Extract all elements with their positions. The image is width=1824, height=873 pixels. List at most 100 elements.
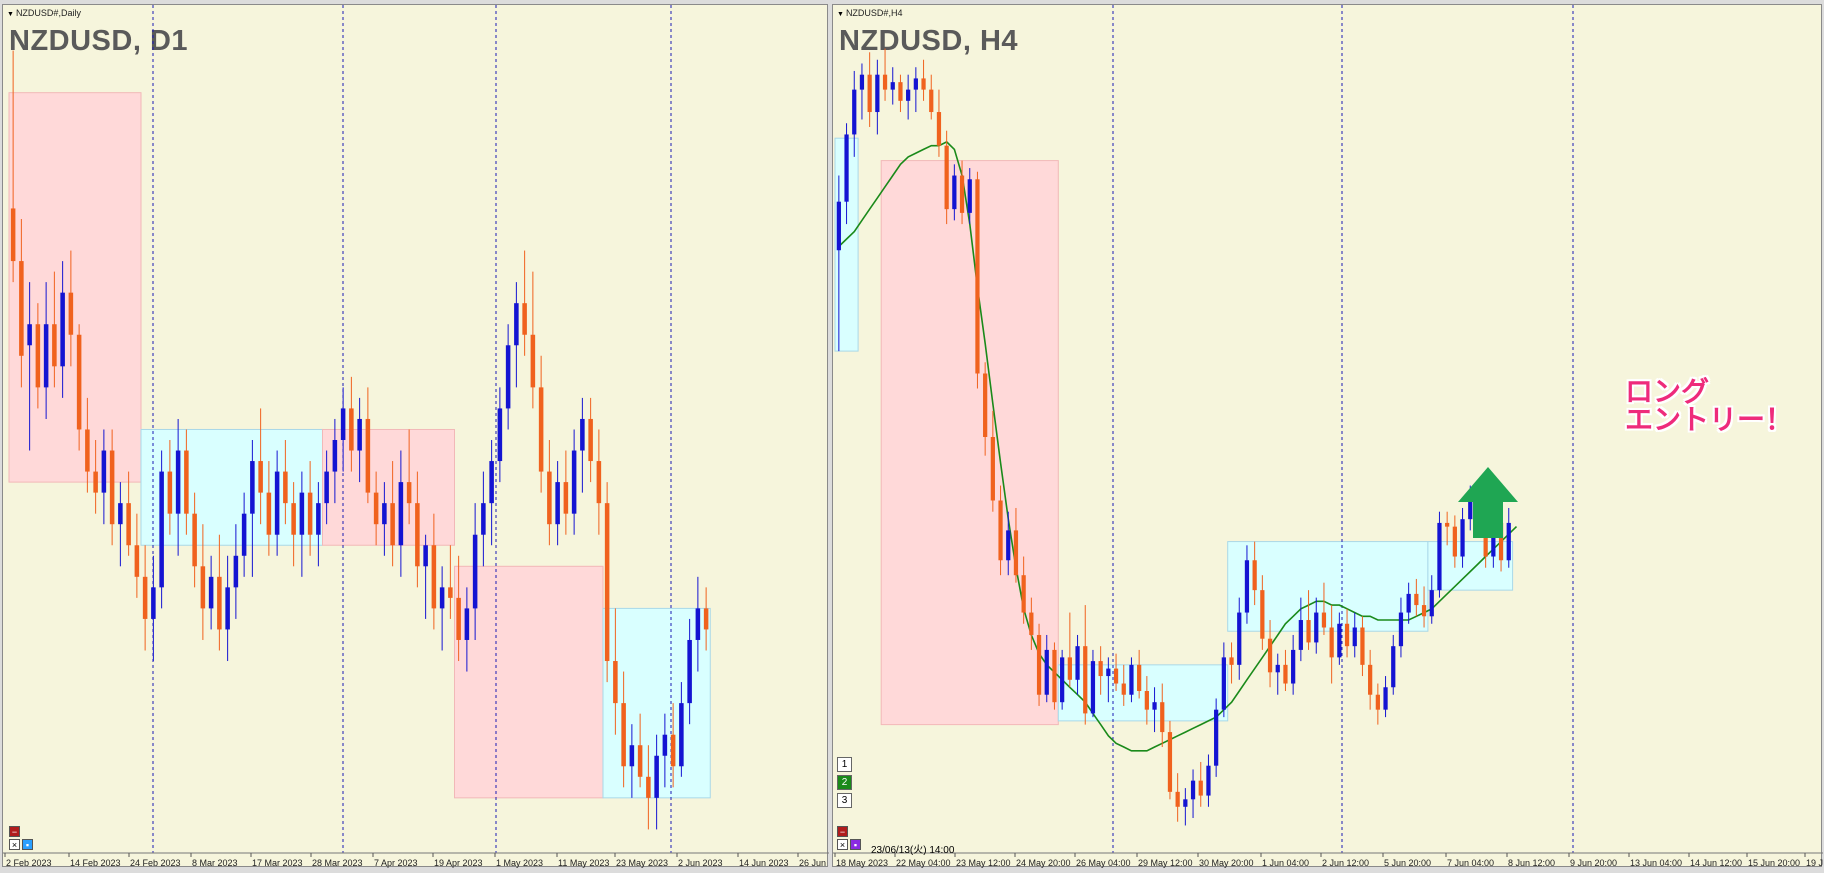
bull-candle (1437, 522, 1442, 591)
bull-candle (1291, 649, 1296, 684)
bull-candle (1491, 522, 1496, 557)
x-tick-label: 2 Jun 2023 (678, 858, 723, 868)
daily-chart-window[interactable]: ▼ NZDUSD#,Daily NZDUSD, D1 2 Feb 2023 14 F… (2, 4, 829, 868)
x-tick-label: 5 Jun 20:00 (1384, 858, 1431, 868)
daily-price-chart[interactable]: 2 Feb 2023 14 Feb 2023 24 Feb 2023 8 Mar 20… (3, 5, 829, 868)
bear-candle (1368, 664, 1373, 695)
bull-candle (481, 503, 486, 535)
bear-candle (349, 408, 354, 451)
bear-candle (35, 324, 41, 388)
bear-candle (93, 471, 98, 493)
timeframe-button-2[interactable]: 2 (837, 775, 852, 790)
minimize-icon[interactable]: − (837, 826, 848, 837)
bull-candle (27, 324, 32, 346)
minimize-icon[interactable]: − (9, 826, 20, 837)
x-tick-label: 9 Jun 20:00 (1570, 858, 1617, 868)
bull-candle (1090, 661, 1096, 714)
chart-header-text: NZDUSD#,Daily (15, 8, 81, 18)
bull-candle (1006, 530, 1011, 561)
bear-candle (1036, 634, 1042, 695)
close-icon[interactable]: × (9, 839, 20, 850)
h4-price-chart[interactable]: 18 May 2023 22 May 04:00 23 May 12:00 24 Ma… (833, 5, 1823, 868)
bull-candle (175, 450, 181, 514)
props-icon[interactable]: ▪ (22, 839, 33, 850)
x-tick-label: 18 May 2023 (836, 858, 888, 868)
bull-candle (316, 503, 321, 535)
bear-candle (76, 334, 82, 430)
x-tick-label: 2 Feb 2023 (6, 858, 52, 868)
x-tick-label: 14 Feb 2023 (70, 858, 121, 868)
bull-candle (514, 303, 519, 346)
bear-candle (1067, 657, 1072, 680)
bear-candle (547, 471, 552, 525)
bull-candle (852, 89, 857, 135)
h4-chart-window[interactable]: ▼ NZDUSD#,H4 NZDUSD, H4 18 May 2023 22 May… (832, 4, 1823, 868)
bear-candle (1306, 620, 1311, 643)
x-tick-label: 2 Jun 12:00 (1322, 858, 1369, 868)
bear-candle (621, 703, 626, 767)
bear-candle (975, 179, 980, 374)
bull-candle (1337, 623, 1342, 658)
bear-candle (1421, 605, 1427, 617)
bear-candle (944, 145, 949, 210)
bull-candle (225, 587, 230, 630)
bear-candle (1252, 560, 1257, 591)
bull-candle (1044, 649, 1049, 695)
supply-zone (880, 160, 1059, 726)
bear-candle (109, 450, 115, 525)
bear-candle (52, 324, 57, 367)
x-tick-label: 15 Jun 20:00 (1748, 858, 1800, 868)
bear-candle (448, 587, 453, 598)
bear-candle (882, 74, 888, 90)
props-icon[interactable]: ▪ (850, 839, 861, 850)
x-tick-label: 29 May 12:00 (1138, 858, 1193, 868)
bull-candle (1060, 657, 1065, 703)
bear-candle (1283, 664, 1288, 684)
bear-candle (646, 776, 651, 798)
dropdown-triangle-icon[interactable]: ▼ (837, 11, 844, 18)
bear-candle (85, 429, 90, 472)
bull-candle (43, 324, 49, 388)
x-tick-label: 26 May 04:00 (1076, 858, 1131, 868)
bear-candle (588, 418, 593, 462)
bull-candle (489, 461, 494, 504)
x-tick-label: 23 May 12:00 (956, 858, 1011, 868)
demand-zone (1227, 541, 1429, 632)
x-tick-label: 19 J (1806, 858, 1823, 868)
bear-candle (134, 545, 140, 577)
bear-candle (415, 503, 420, 567)
dropdown-triangle-icon[interactable]: ▼ (7, 11, 14, 18)
bull-candle (1398, 612, 1404, 647)
bull-candle (208, 576, 214, 609)
close-icon[interactable]: × (837, 839, 848, 850)
bull-candle (1352, 627, 1357, 647)
bull-candle (571, 450, 577, 514)
bull-candle (233, 555, 239, 588)
bear-candle (538, 387, 544, 472)
bear-candle (10, 208, 16, 262)
bear-candle (126, 503, 131, 546)
bear-candle (613, 661, 618, 704)
bear-candle (390, 503, 395, 546)
bull-candle (1275, 664, 1280, 673)
bull-candle (695, 608, 701, 640)
timeframe-button-3[interactable]: 3 (837, 793, 852, 808)
annotation-line-1: ロング (1625, 376, 1710, 407)
bear-candle (1267, 638, 1273, 673)
bear-candle (1360, 627, 1365, 665)
bear-candle (1013, 530, 1019, 576)
bull-candle (580, 418, 585, 451)
bear-candle (184, 450, 189, 514)
bull-candle (654, 755, 659, 798)
bear-candle (1137, 664, 1142, 691)
annotation-line-2: エントリー！ (1625, 404, 1794, 435)
bear-candle (983, 373, 988, 437)
bear-candle (1344, 623, 1350, 647)
bear-candle (1160, 702, 1165, 733)
x-tick-label: 8 Mar 2023 (192, 858, 238, 868)
moving-average-line (838, 140, 1518, 752)
bull-candle (1244, 560, 1250, 613)
bear-candle (929, 89, 934, 113)
bear-candle (1021, 575, 1026, 613)
timeframe-button-1[interactable]: 1 (837, 757, 852, 772)
